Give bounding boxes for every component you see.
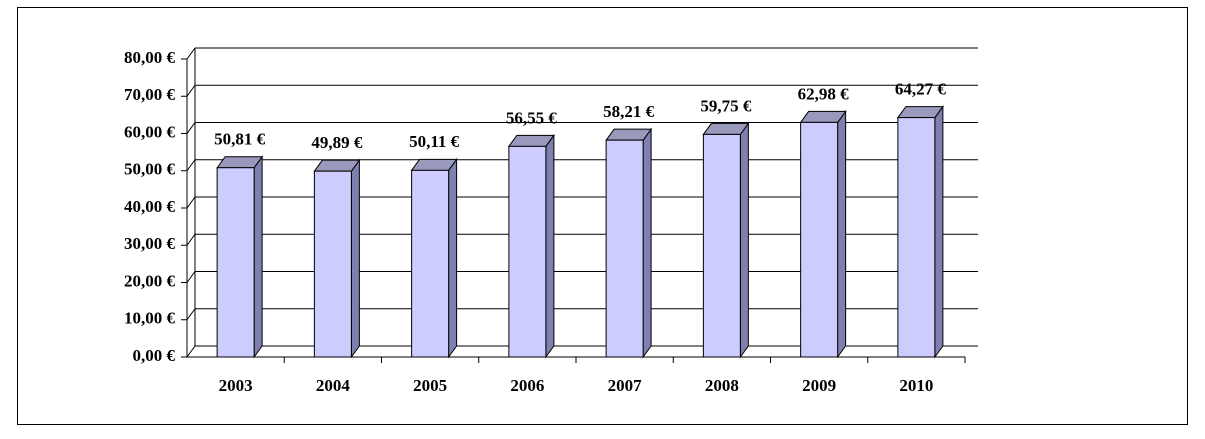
wall-diagonal <box>186 196 196 209</box>
bar-side <box>545 133 555 359</box>
y-tick-label: 70,00 € <box>124 85 176 104</box>
x-tick-label: 2003 <box>219 376 253 395</box>
wall-diagonal <box>186 159 196 172</box>
bar-side <box>448 157 458 359</box>
bar-top <box>313 159 361 172</box>
bar-side <box>253 155 263 359</box>
value-label: 64,27 € <box>895 80 947 99</box>
wall-diagonal <box>186 271 196 283</box>
value-label: 58,21 € <box>603 102 655 121</box>
y-tick-label: 60,00 € <box>124 122 176 141</box>
y-tick-label: 20,00 € <box>124 271 176 290</box>
x-tick-label: 2009 <box>802 376 836 395</box>
value-label: 59,75 € <box>700 96 752 115</box>
bar <box>605 139 644 358</box>
bar-top <box>896 106 944 119</box>
bar-top <box>507 134 555 147</box>
wall-diagonal <box>186 84 196 97</box>
bar <box>897 117 936 358</box>
bar-side <box>837 109 847 359</box>
bar-top <box>702 122 750 135</box>
value-label: 50,11 € <box>409 132 460 151</box>
y-tick-label: 40,00 € <box>124 197 176 216</box>
value-label: 62,98 € <box>798 84 850 103</box>
y-tick-label: 80,00 € <box>124 48 176 67</box>
y-tick-label: 0,00 € <box>133 346 176 365</box>
value-label: 49,89 € <box>311 133 363 152</box>
bar <box>508 145 547 358</box>
bar-top <box>605 128 653 141</box>
bar <box>313 170 352 358</box>
wall-diagonal <box>186 122 196 134</box>
x-tick-label: 2008 <box>705 376 739 395</box>
chart-frame <box>17 7 1188 425</box>
wall-diagonal <box>186 308 196 321</box>
value-label: 56,55 € <box>506 108 558 127</box>
wall-diagonal <box>186 47 196 60</box>
bar-side <box>934 105 944 359</box>
bar <box>702 133 741 358</box>
bar-top <box>799 110 847 123</box>
bar-side <box>642 127 652 359</box>
y-tick-label: 10,00 € <box>124 309 176 328</box>
wall-diagonal <box>186 233 196 246</box>
bar-top <box>410 158 458 171</box>
wall-diagonal <box>186 345 196 358</box>
value-label: 50,81 € <box>214 130 266 149</box>
x-tick-label: 2010 <box>899 376 933 395</box>
y-tick-label: 30,00 € <box>124 234 176 253</box>
x-tick-label: 2007 <box>608 376 643 395</box>
x-tick-label: 2006 <box>510 376 544 395</box>
bar <box>411 169 450 358</box>
bar <box>216 167 255 358</box>
y-tick-label: 50,00 € <box>124 160 176 179</box>
x-tick-label: 2004 <box>316 376 351 395</box>
bar-top <box>216 156 264 169</box>
bar-side <box>350 158 360 359</box>
bar <box>800 121 839 358</box>
bar-side <box>739 121 749 359</box>
x-tick-label: 2005 <box>413 376 447 395</box>
